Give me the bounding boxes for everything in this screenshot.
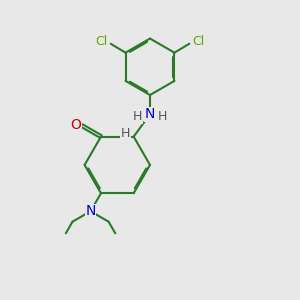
Text: H: H <box>121 127 130 140</box>
Text: H: H <box>158 110 167 123</box>
Text: O: O <box>70 118 81 133</box>
Text: Cl: Cl <box>193 35 205 48</box>
Text: H: H <box>133 110 142 123</box>
Text: N: N <box>85 204 96 218</box>
Text: Cl: Cl <box>95 35 107 48</box>
Text: N: N <box>145 107 155 121</box>
